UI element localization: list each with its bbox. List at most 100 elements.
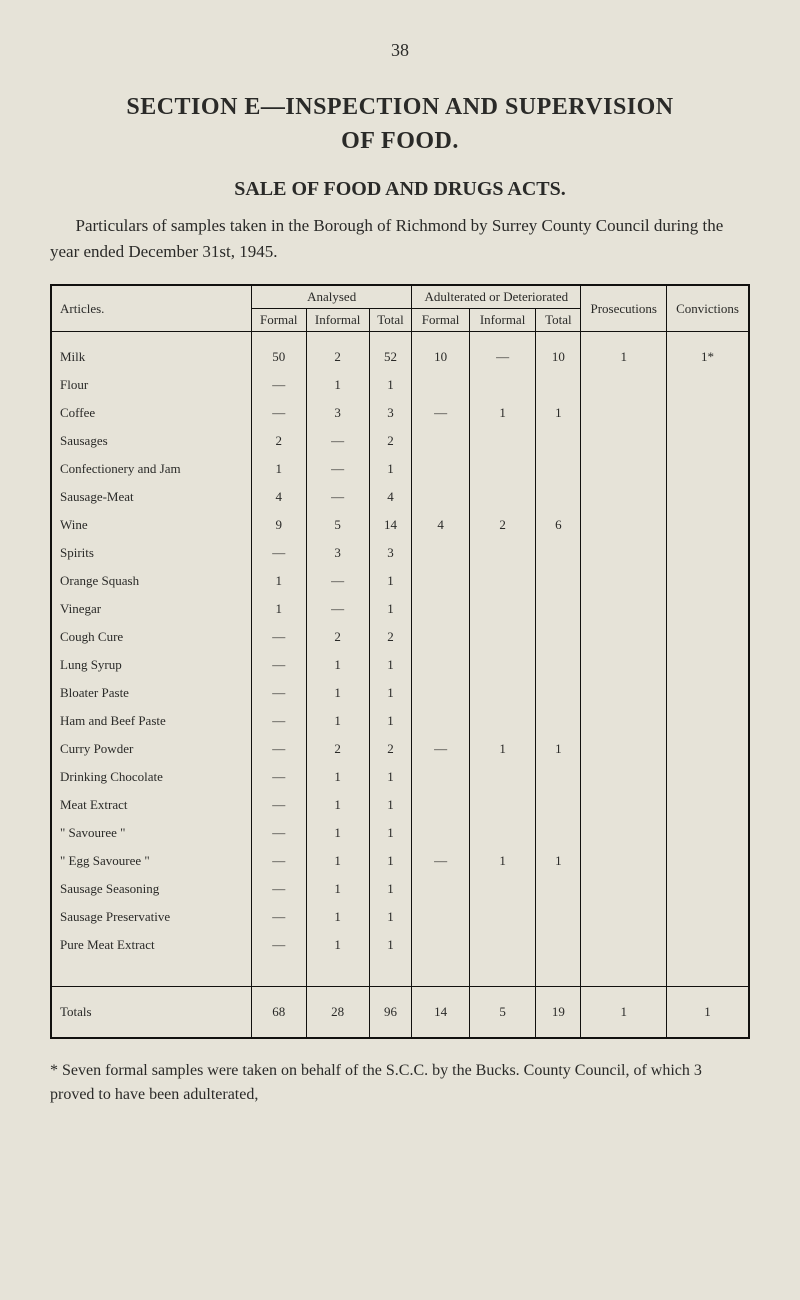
cell-adult-formal: — [412,399,470,427]
colgroup-analysed: Analysed [252,285,412,309]
colgroup-adulterated: Adulterated or Deteriorated [412,285,581,309]
cell-adult-informal [469,539,536,567]
footnote: * Seven formal samples were taken on beh… [50,1059,750,1107]
cell-analysed-total: 3 [369,539,412,567]
cell-adult-total: 1 [536,735,581,763]
cell-analysed-total: 1 [369,455,412,483]
totals-label: Totals [51,987,252,1039]
cell-analysed-formal: — [252,539,307,567]
cell-adult-total [536,679,581,707]
cell-analysed-total: 3 [369,399,412,427]
cell-analysed-total: 1 [369,707,412,735]
table-row: Coffee—33—11 [51,399,749,427]
cell-analysed-informal: 1 [306,847,369,875]
cell-analysed-formal: 50 [252,332,307,372]
cell-adult-formal: — [412,847,470,875]
cell-adult-total: 6 [536,511,581,539]
cell-analysed-formal: 2 [252,427,307,455]
cell-adult-informal [469,483,536,511]
cell-adult-total [536,903,581,931]
cell-adult-formal [412,707,470,735]
document-page: 38 SECTION E—INSPECTION AND SUPERVISION … [0,0,800,1300]
cell-analysed-formal: — [252,371,307,399]
cell-prosecutions [581,847,667,875]
cell-analysed-formal: — [252,623,307,651]
cell-analysed-informal: — [306,567,369,595]
totals-convictions: 1 [667,987,749,1039]
section-heading-line-2: OF FOOD. [341,128,459,154]
cell-adult-formal [412,567,470,595]
cell-analysed-informal: 1 [306,931,369,987]
cell-adult-informal [469,567,536,595]
cell-convictions [667,595,749,623]
cell-article: Cough Cure [51,623,252,651]
cell-prosecutions [581,679,667,707]
cell-adult-formal [412,595,470,623]
cell-article: Lung Syrup [51,651,252,679]
cell-adult-total [536,539,581,567]
cell-article: Drinking Chocolate [51,763,252,791]
cell-adult-total [536,371,581,399]
cell-adult-informal [469,623,536,651]
cell-prosecutions [581,455,667,483]
cell-analysed-total: 2 [369,735,412,763]
cell-analysed-total: 1 [369,371,412,399]
cell-analysed-total: 1 [369,931,412,987]
cell-adult-total: 10 [536,332,581,372]
cell-analysed-informal: 3 [306,539,369,567]
cell-article: Pure Meat Extract [51,931,252,987]
cell-analysed-formal: — [252,399,307,427]
cell-analysed-informal: — [306,455,369,483]
cell-adult-total: 1 [536,847,581,875]
cell-adult-informal [469,371,536,399]
table-row: Drinking Chocolate—11 [51,763,749,791]
cell-analysed-formal: 1 [252,595,307,623]
totals-adult-total: 19 [536,987,581,1039]
cell-adult-formal [412,651,470,679]
cell-adult-informal [469,903,536,931]
cell-analysed-total: 1 [369,819,412,847]
cell-analysed-informal: 3 [306,399,369,427]
col-analysed-total: Total [369,309,412,332]
cell-analysed-informal: 1 [306,679,369,707]
cell-adult-informal [469,931,536,987]
cell-prosecutions [581,483,667,511]
cell-adult-informal [469,455,536,483]
col-adult-informal: In­formal [469,309,536,332]
cell-analysed-formal: 9 [252,511,307,539]
cell-adult-formal [412,791,470,819]
cell-adult-total [536,791,581,819]
cell-prosecutions [581,791,667,819]
cell-convictions [667,847,749,875]
cell-analysed-total: 1 [369,651,412,679]
cell-article: Milk [51,332,252,372]
cell-adult-formal: 4 [412,511,470,539]
table-row: Vinegar1—1 [51,595,749,623]
cell-analysed-formal: — [252,679,307,707]
cell-adult-informal [469,875,536,903]
cell-convictions [667,903,749,931]
cell-analysed-formal: 4 [252,483,307,511]
table-row: Orange Squash1—1 [51,567,749,595]
cell-adult-total: 1 [536,399,581,427]
cell-prosecutions [581,427,667,455]
table-row: Pure Meat Extract—11 [51,931,749,987]
col-analysed-informal: In­formal [306,309,369,332]
cell-analysed-formal: — [252,847,307,875]
cell-adult-formal [412,903,470,931]
totals-adult-formal: 14 [412,987,470,1039]
cell-convictions: 1* [667,332,749,372]
cell-convictions [667,651,749,679]
cell-prosecutions [581,623,667,651]
cell-analysed-total: 52 [369,332,412,372]
table-row: Ham and Beef Paste—11 [51,707,749,735]
table-row: Sausage Seasoning—11 [51,875,749,903]
col-prosecutions: Prosecu­tions [581,285,667,332]
page-number: 38 [50,40,750,61]
cell-analysed-formal: — [252,875,307,903]
cell-prosecutions [581,707,667,735]
cell-article: Sausages [51,427,252,455]
cell-prosecutions [581,735,667,763]
cell-prosecutions [581,875,667,903]
cell-adult-total [536,623,581,651]
